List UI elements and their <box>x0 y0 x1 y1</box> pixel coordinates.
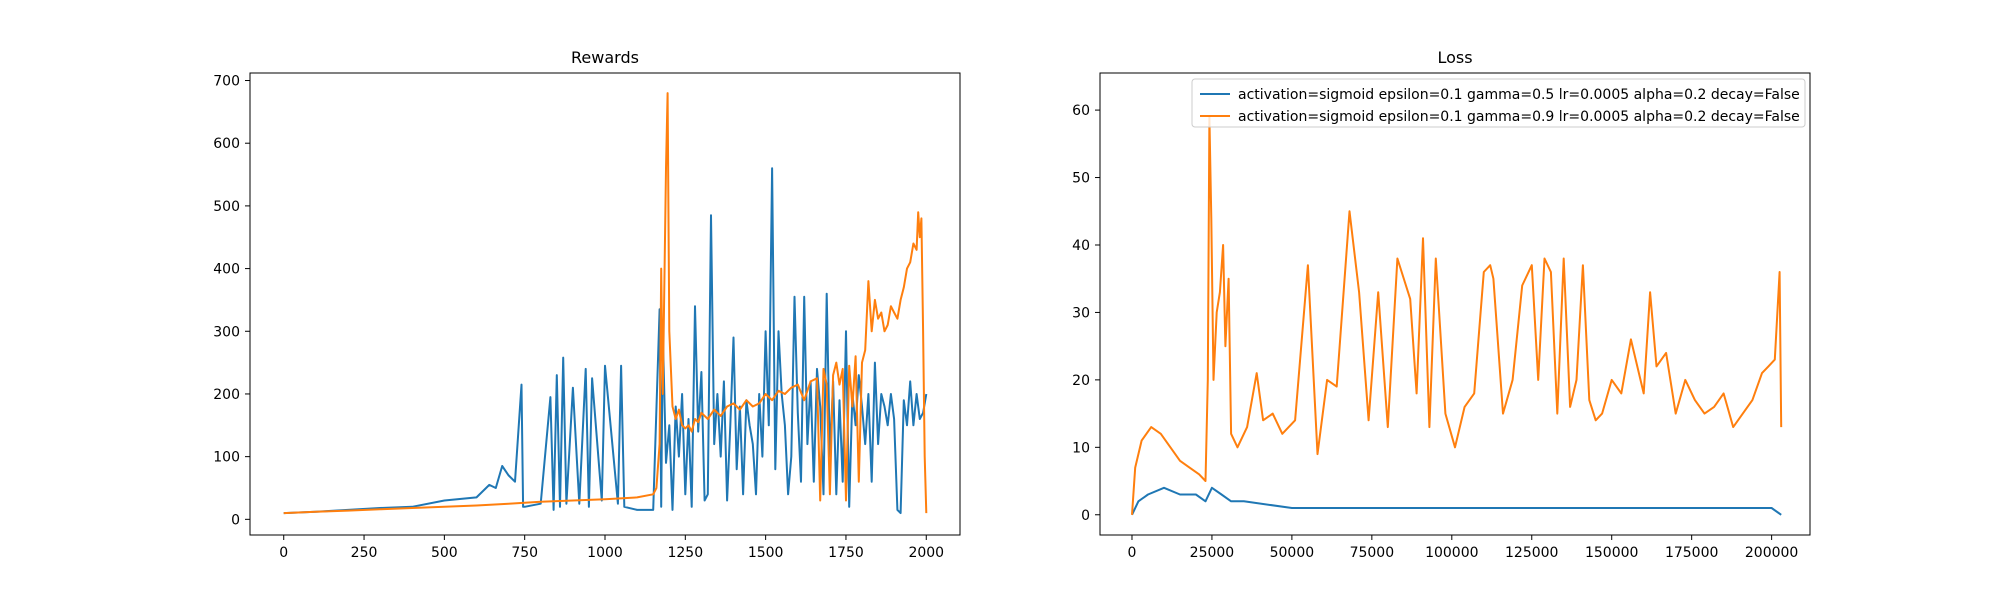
rewards-y-tick-label: 400 <box>213 262 240 278</box>
loss-series-group <box>1131 115 1783 516</box>
loss-x-tick-label: 25000 <box>1190 545 1235 561</box>
loss-y-tick-label: 10 <box>1072 440 1090 456</box>
loss-x-tick-label: 50000 <box>1270 545 1315 561</box>
rewards-y-tick-label: 300 <box>213 324 240 340</box>
legend-box <box>1191 78 1806 128</box>
loss-y-tick-label: 50 <box>1072 171 1090 187</box>
loss-y-tick-label: 60 <box>1072 103 1090 119</box>
rewards-y-tick-label: 100 <box>213 450 240 466</box>
rewards-series-group <box>283 92 928 515</box>
rewards-x-tick-label: 2000 <box>908 545 944 561</box>
rewards-plot-frame <box>249 72 961 536</box>
loss-y-tick-label: 30 <box>1072 305 1090 321</box>
rewards-y-tick-label: 0 <box>231 512 240 528</box>
rewards-x-tick-label: 250 <box>351 545 378 561</box>
rewards-x-tick-label: 1750 <box>828 545 864 561</box>
rewards-chart-title: Rewards <box>571 48 639 67</box>
loss-x-tick-label: 150000 <box>1585 545 1638 561</box>
loss-plot-frame <box>1099 72 1811 536</box>
loss-series-1-line <box>1131 486 1782 516</box>
loss-y-tick-label: 0 <box>1081 508 1090 524</box>
loss-legend: activation=sigmoid epsilon=0.1 gamma=0.5… <box>1191 78 1806 128</box>
legend-label-series-1: activation=sigmoid epsilon=0.1 gamma=0.5… <box>1238 87 1800 103</box>
loss-x-tick-label: 200000 <box>1745 545 1798 561</box>
rewards-x-tick-label: 0 <box>279 545 288 561</box>
rewards-y-axis: 0 100 200 300 400 500 600 700 <box>213 74 250 528</box>
rewards-x-axis: 0 250 500 750 1000 1250 1500 1750 2000 <box>279 535 944 561</box>
rewards-y-tick-label: 500 <box>213 199 240 215</box>
rewards-series-1-line <box>283 167 928 515</box>
rewards-x-tick-label: 1000 <box>587 545 623 561</box>
loss-series-2-line <box>1131 115 1783 515</box>
legend-label-series-2: activation=sigmoid epsilon=0.1 gamma=0.9… <box>1238 109 1800 125</box>
loss-x-tick-label: 100000 <box>1425 545 1478 561</box>
rewards-series-2-line <box>283 92 928 515</box>
rewards-x-tick-label: 1500 <box>748 545 784 561</box>
loss-x-tick-label: 125000 <box>1505 545 1558 561</box>
loss-y-tick-label: 20 <box>1072 373 1090 389</box>
loss-y-tick-label: 40 <box>1072 238 1090 254</box>
rewards-y-tick-label: 200 <box>213 387 240 403</box>
rewards-x-tick-label: 1250 <box>667 545 703 561</box>
loss-y-axis: 0 10 20 30 40 50 60 <box>1072 103 1100 524</box>
loss-chart: Loss 0 25000 50000 75000 100000 125000 150000 1… <box>1072 48 1811 561</box>
loss-x-tick-label: 175000 <box>1665 545 1718 561</box>
loss-x-tick-label: 0 <box>1128 545 1137 561</box>
rewards-chart: Rewards 0 250 500 750 1000 1250 1500 1750 2000 0… <box>213 48 961 561</box>
loss-x-tick-label: 75000 <box>1350 545 1395 561</box>
loss-chart-title: Loss <box>1437 48 1472 67</box>
rewards-y-tick-label: 700 <box>213 74 240 90</box>
rewards-y-tick-label: 600 <box>213 136 240 152</box>
loss-x-axis: 0 25000 50000 75000 100000 125000 150000 175000… <box>1128 535 1798 561</box>
rewards-x-tick-label: 750 <box>511 545 538 561</box>
rewards-x-tick-label: 500 <box>431 545 458 561</box>
